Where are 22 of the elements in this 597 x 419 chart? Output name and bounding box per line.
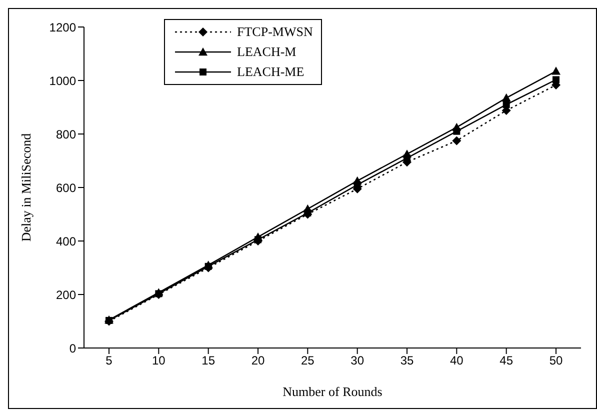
x-tick-label: 5: [106, 354, 113, 368]
x-tick-label: 20: [251, 354, 265, 368]
y-tick-label: 200: [56, 288, 76, 302]
y-tick-label: 1200: [49, 20, 76, 34]
legend-label: LEACH-M: [237, 44, 296, 60]
y-axis-title: Delay in MiliSecond: [18, 132, 34, 242]
legend-label: FTCP-MWSN: [237, 24, 313, 40]
x-tick-label: 25: [300, 354, 315, 368]
y-tick-label: 800: [56, 127, 76, 142]
y-tick-label: 1000: [49, 74, 76, 88]
x-axis-title: Number of Rounds: [282, 384, 382, 399]
y-tick-label: 0: [69, 341, 76, 356]
y-tick-label: 400: [56, 234, 76, 248]
y-tick-label: 600: [56, 180, 76, 195]
x-tick-label: 35: [400, 354, 414, 368]
x-tick-label: 10: [152, 354, 166, 368]
x-tick-label: 30: [350, 354, 364, 368]
x-tick-label: 40: [450, 354, 464, 368]
x-tick-label: 50: [549, 354, 563, 368]
legend-label: LEACH-ME: [237, 64, 304, 80]
x-tick-label: 45: [500, 354, 514, 368]
x-tick-label: 15: [202, 354, 216, 368]
